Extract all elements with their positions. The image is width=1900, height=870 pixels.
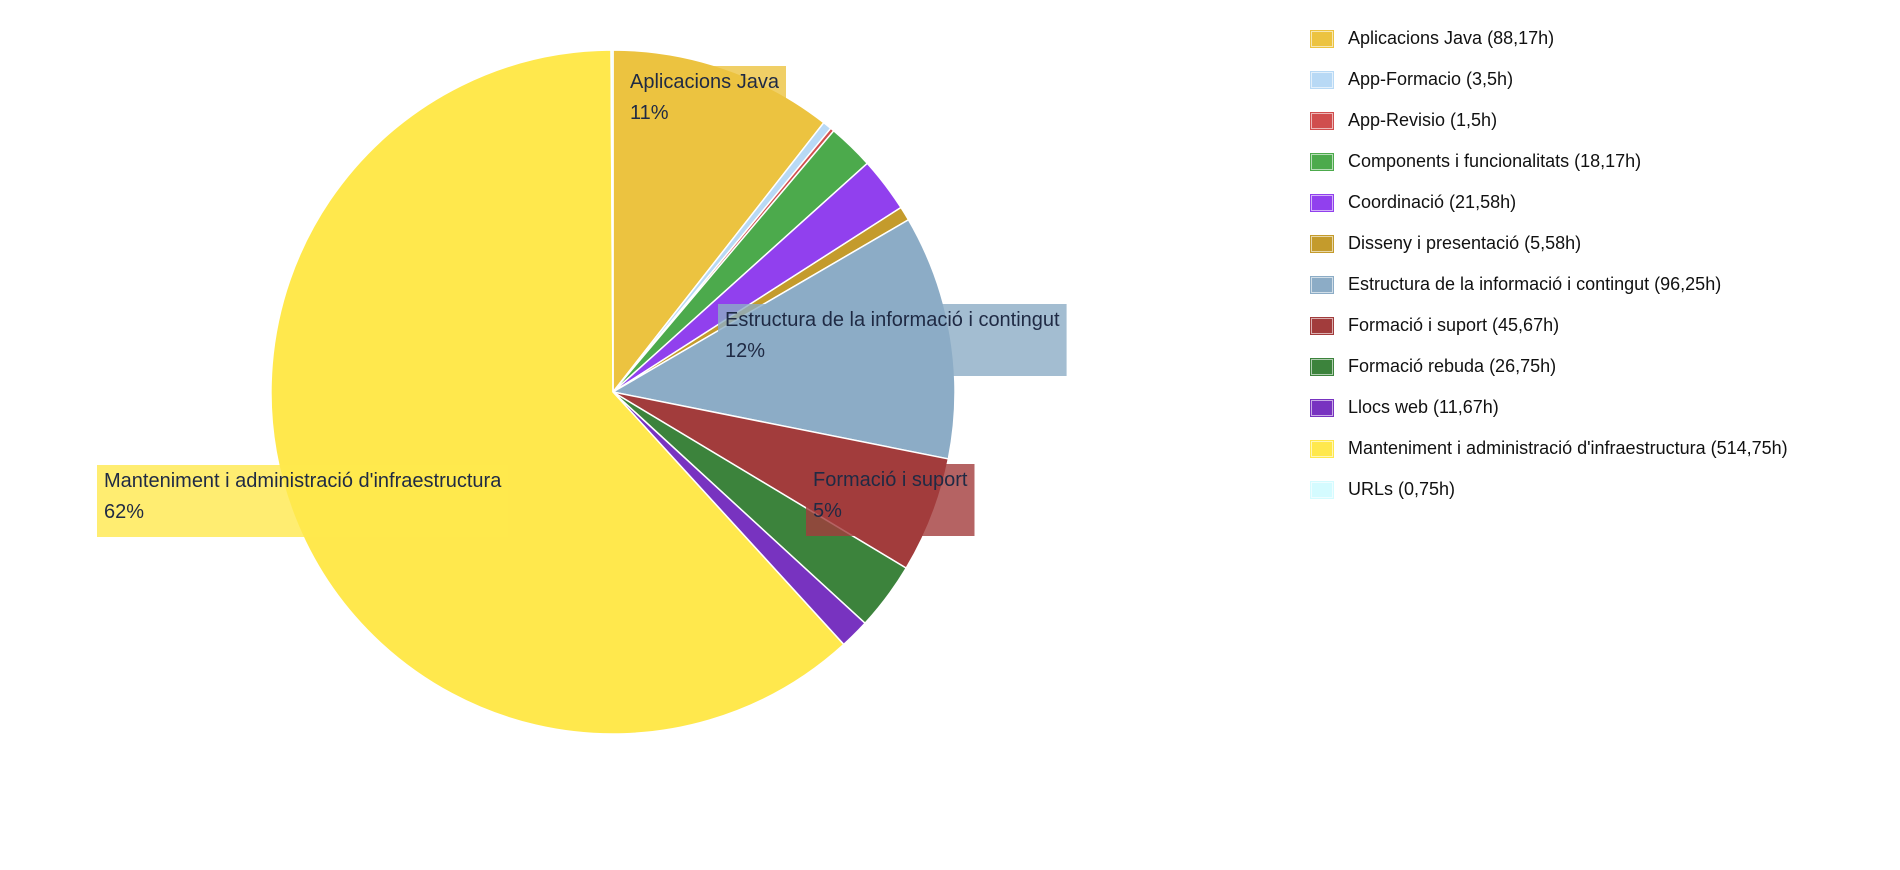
slice-label-name: Estructura de la informació i contingut [725,309,1060,331]
legend: Aplicacions Java (88,17h) App-Formacio (3… [1310,18,1788,510]
legend-label: URLs (0,75h) [1348,479,1456,499]
legend-label: Estructura de la informació i contingut … [1348,274,1722,294]
slice-label-box [718,304,1067,376]
legend-swatch [1310,29,1334,48]
legend-label: Formació i suport (45,67h) [1348,315,1560,335]
legend-item-app-formacio[interactable]: App-Formacio (3,5h) [1310,59,1788,100]
slice-label-aplicacions-java: Aplicacions Java 11% [623,66,786,138]
legend-label: Aplicacions Java (88,17h) [1348,28,1555,48]
legend-swatch [1310,152,1334,171]
slice-label-percent: 12% [725,340,765,362]
legend-swatch [1310,193,1334,212]
slice-label-formacio-i-suport: Formació i suport 5% [806,464,975,536]
legend-item-formacio-rebuda[interactable]: Formació rebuda (26,75h) [1310,346,1788,387]
legend-item-components-i-funcionalitats[interactable]: Components i funcionalitats (18,17h) [1310,141,1788,182]
legend-item-formacio-i-suport[interactable]: Formació i suport (45,67h) [1310,305,1788,346]
legend-swatch [1310,480,1334,499]
pie-slices [270,49,956,735]
slice-label-name: Formació i suport [813,469,968,491]
legend-label: App-Formacio (3,5h) [1348,69,1514,89]
legend-swatch [1310,275,1334,294]
slice-label-box [97,465,509,537]
legend-item-coordinacio[interactable]: Coordinació (21,58h) [1310,182,1788,223]
slice-label-manteniment-i-administracio-d-infraestructura: Manteniment i administració d'infraestru… [97,465,509,537]
slice-label-box [806,464,975,536]
legend-swatch [1310,316,1334,335]
legend-item-disseny-i-presentacio[interactable]: Disseny i presentació (5,58h) [1310,223,1788,264]
legend-swatch [1310,398,1334,417]
legend-label: Formació rebuda (26,75h) [1348,356,1557,376]
legend-item-manteniment-i-administracio-d-infraestructura[interactable]: Manteniment i administració d'infraestru… [1310,428,1788,469]
pie-slice-urls[interactable] [610,49,614,393]
slice-label-name: Manteniment i administració d'infraestru… [104,470,502,492]
legend-label: Disseny i presentació (5,58h) [1348,233,1582,253]
legend-item-aplicacions-java[interactable]: Aplicacions Java (88,17h) [1310,18,1788,59]
slice-label-name: Aplicacions Java [630,71,780,93]
legend-label: Llocs web (11,67h) [1348,397,1499,417]
legend-label: Coordinació (21,58h) [1348,192,1517,212]
slice-label-estructura-de-la-informacio-i-contingut: Estructura de la informació i contingut 1… [718,304,1067,376]
slice-label-percent: 11% [630,102,669,124]
legend-label: Components i funcionalitats (18,17h) [1348,151,1642,171]
legend-swatch [1310,357,1334,376]
legend-swatch [1310,111,1334,130]
slice-label-box [623,66,786,138]
legend-item-urls[interactable]: URLs (0,75h) [1310,469,1788,510]
slice-label-percent: 62% [104,501,144,523]
legend-item-estructura-de-la-informacio-i-contingut[interactable]: Estructura de la informació i contingut … [1310,264,1788,305]
legend-swatch [1310,234,1334,253]
legend-item-app-revisio[interactable]: App-Revisio (1,5h) [1310,100,1788,141]
legend-item-llocs-web[interactable]: Llocs web (11,67h) [1310,387,1788,428]
legend-swatch [1310,439,1334,458]
legend-swatch [1310,70,1334,89]
slice-label-percent: 5% [813,500,842,522]
legend-label: Manteniment i administració d'infraestru… [1348,438,1788,458]
pie-labels: Aplicacions Java 11% Estructura de la info… [97,66,1067,537]
legend-label: App-Revisio (1,5h) [1348,110,1498,130]
